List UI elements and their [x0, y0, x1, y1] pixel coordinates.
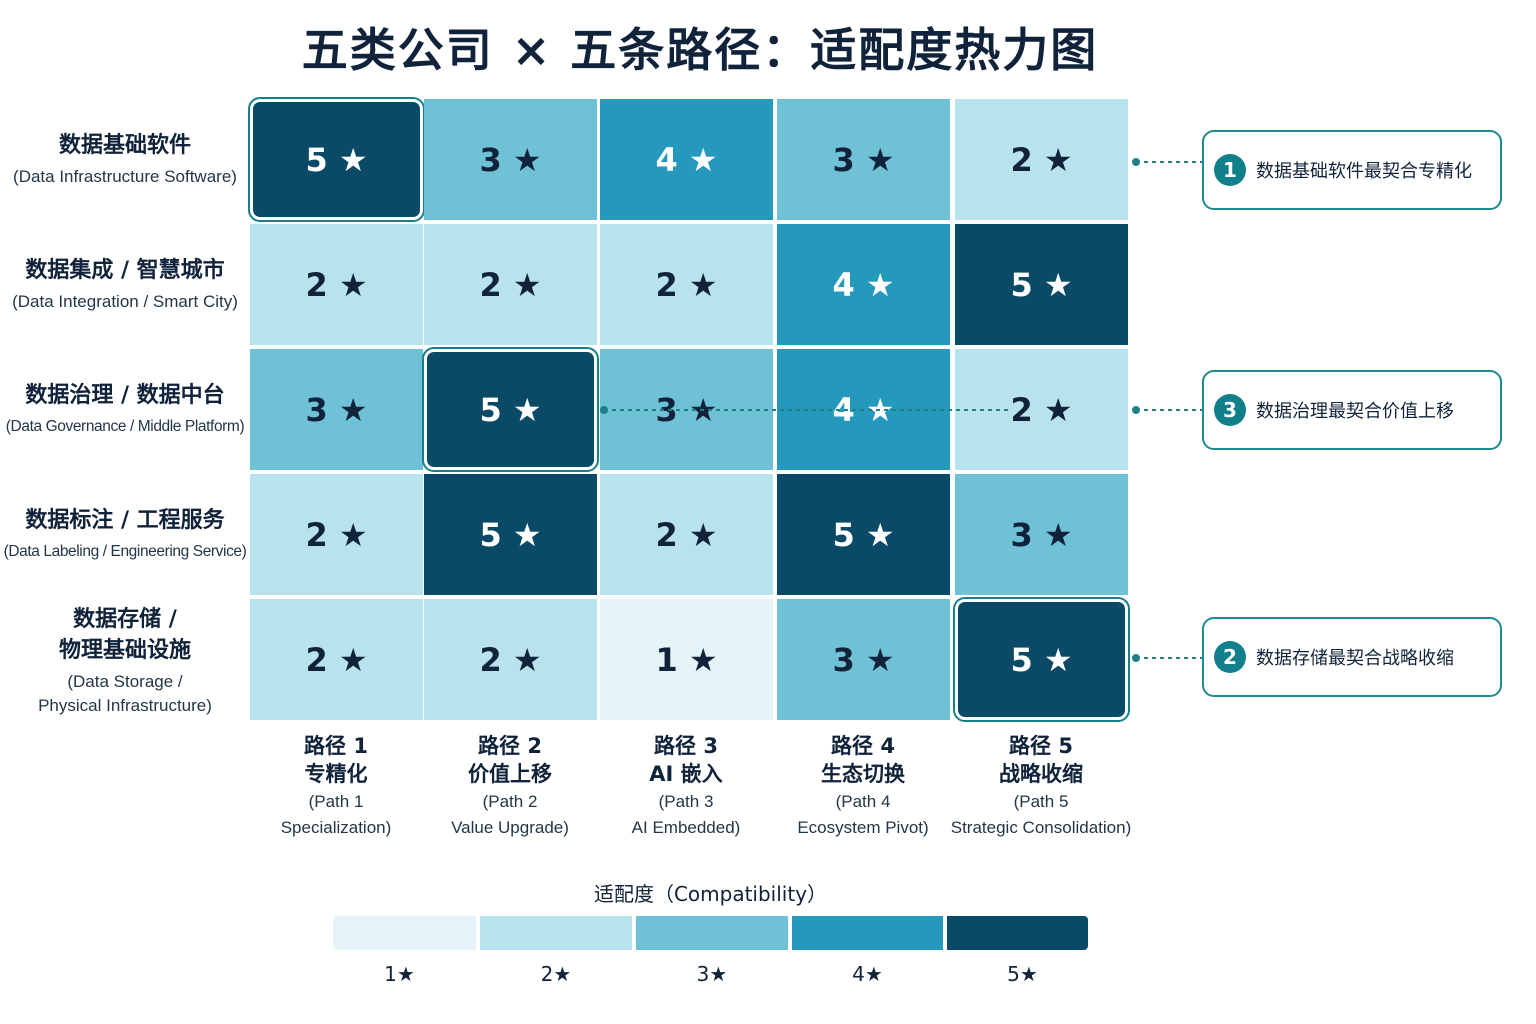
heatmap-cell: 5 ★: [424, 474, 597, 595]
heatmap-cell: 3 ★: [777, 599, 950, 720]
column-label: 路径 3 AI 嵌入 (Path 3 AI Embedded): [591, 732, 781, 840]
column-label: 路径 1 专精化 (Path 1 Specialization): [241, 732, 431, 840]
column-label-cn1: 路径 5: [1009, 734, 1073, 758]
callout-text: 数据治理最契合价值上移: [1256, 401, 1454, 422]
column-label: 路径 2 价值上移 (Path 2 Value Upgrade): [415, 732, 605, 840]
connector-dot: [1132, 406, 1140, 414]
chart-title: 五类公司 × 五条路径：适配度热力图: [301, 23, 1099, 77]
heatmap-cell: 2 ★: [250, 599, 423, 720]
callout-box: 1 数据基础软件最契合专精化: [1202, 130, 1502, 210]
legend-label: 5★: [1007, 962, 1038, 986]
column-label-cn2: 价值上移: [468, 762, 552, 786]
heatmap-cell: 3 ★: [250, 349, 423, 470]
column-label-cn2: AI 嵌入: [649, 762, 723, 786]
row-label-en: (Data Infrastructure Software): [13, 166, 237, 186]
legend-swatch: [333, 916, 476, 950]
row-label-cn: 数据治理 / 数据中台: [25, 382, 225, 408]
column-label-en1: (Path 4: [835, 792, 891, 811]
legend-label: 2★: [540, 962, 572, 986]
column-label-cn2: 战略收缩: [999, 762, 1083, 786]
callout-text: 数据存储最契合战略收缩: [1256, 648, 1454, 669]
heatmap-cell: 2 ★: [600, 474, 773, 595]
column-label-cn2: 专精化: [304, 762, 368, 786]
column-label-cn1: 路径 4: [831, 734, 895, 758]
callout-number-badge: 2: [1214, 641, 1246, 673]
column-label-en2: AI Embedded): [631, 818, 741, 837]
legend-label: 3★: [696, 962, 728, 986]
row-label: 数据标注 / 工程服务 (Data Labeling / Engineering …: [0, 474, 250, 594]
heatmap-cell: 2 ★: [600, 224, 773, 345]
column-label: 路径 5 战略收缩 (Path 5 Strategic Consolidation): [936, 732, 1146, 840]
callout-number-badge: 3: [1214, 394, 1246, 426]
heatmap-cell: 2 ★: [250, 474, 423, 595]
callout-text: 数据基础软件最契合专精化: [1256, 161, 1472, 182]
row-label-cn: 数据存储 / 物理基础设施: [58, 607, 191, 663]
row-label-en: (Data Storage / Physical Infrastructure): [38, 672, 212, 715]
heatmap-cell: 4 ★: [777, 224, 950, 345]
heatmap-cell: 4 ★: [600, 99, 773, 220]
legend-swatch: [480, 916, 632, 950]
heatmap-cell: 5 ★: [955, 224, 1128, 345]
row-label: 数据治理 / 数据中台 (Data Governance / Middle Pla…: [0, 349, 250, 469]
heatmap-cell: 1 ★: [600, 599, 773, 720]
connector-dot: [1132, 158, 1140, 166]
callout-box: 3 数据治理最契合价值上移: [1202, 370, 1502, 450]
column-label-cn1: 路径 3: [654, 734, 718, 758]
heatmap-cell: 2 ★: [424, 599, 597, 720]
legend-swatch: [636, 916, 788, 950]
heatmap-cell: 5 ★: [422, 347, 599, 472]
column-label-cn2: 生态切换: [821, 762, 905, 786]
row-label-cn: 数据基础软件: [58, 132, 191, 158]
column-label-en1: (Path 5: [1013, 792, 1069, 811]
heatmap-cell: 2 ★: [955, 99, 1128, 220]
row-label-en: (Data Integration / Smart City): [12, 291, 238, 311]
legend-swatch: [947, 916, 1088, 950]
heatmap-cell: 5 ★: [777, 474, 950, 595]
callout-number-badge: 1: [1214, 154, 1246, 186]
row-label-cn: 数据集成 / 智慧城市: [25, 257, 225, 283]
column-label-en2: Strategic Consolidation): [950, 818, 1132, 837]
legend-title: 适配度（Compatibility）: [593, 882, 828, 906]
legend-label: 1★: [384, 962, 415, 986]
column-label-cn1: 路径 1: [304, 734, 368, 758]
heatmap-cell: 3 ★: [777, 99, 950, 220]
row-label-en: (Data Governance / Middle Platform): [5, 417, 245, 435]
column-label-cn1: 路径 2: [478, 734, 542, 758]
column-label-en1: (Path 2: [482, 792, 538, 811]
row-label: 数据基础软件 (Data Infrastructure Software): [0, 99, 250, 219]
heatmap-cell: 2 ★: [424, 224, 597, 345]
row-label: 数据集成 / 智慧城市 (Data Integration / Smart Cit…: [0, 224, 250, 344]
row-label: 数据存储 / 物理基础设施 (Data Storage / Physical Infr…: [0, 601, 250, 721]
connector-dot: [1132, 654, 1140, 662]
column-label-en1: (Path 1: [308, 792, 364, 811]
heatmap-cell: 5 ★: [248, 97, 425, 222]
legend-swatch: [792, 916, 943, 950]
column-label-en2: Ecosystem Pivot): [797, 818, 929, 837]
row-label-cn: 数据标注 / 工程服务: [25, 507, 225, 533]
column-label: 路径 4 生态切换 (Path 4 Ecosystem Pivot): [768, 732, 958, 840]
row-label-en: (Data Labeling / Engineering Service): [3, 542, 247, 560]
heatmap-cell: 4 ★: [777, 349, 950, 470]
heatmap-cell: 3 ★: [600, 349, 773, 470]
column-label-en2: Value Upgrade): [451, 818, 569, 837]
callout-box: 2 数据存储最契合战略收缩: [1202, 617, 1502, 697]
heatmap-cell: 3 ★: [424, 99, 597, 220]
legend-label: 4★: [852, 962, 883, 986]
heatmap-cell: 2 ★: [955, 349, 1128, 470]
heatmap-cell: 5 ★: [953, 597, 1130, 722]
column-label-en2: Specialization): [280, 818, 392, 837]
heatmap-cell: 2 ★: [250, 224, 423, 345]
heatmap-cell: 3 ★: [955, 474, 1128, 595]
column-label-en1: (Path 3: [658, 792, 714, 811]
